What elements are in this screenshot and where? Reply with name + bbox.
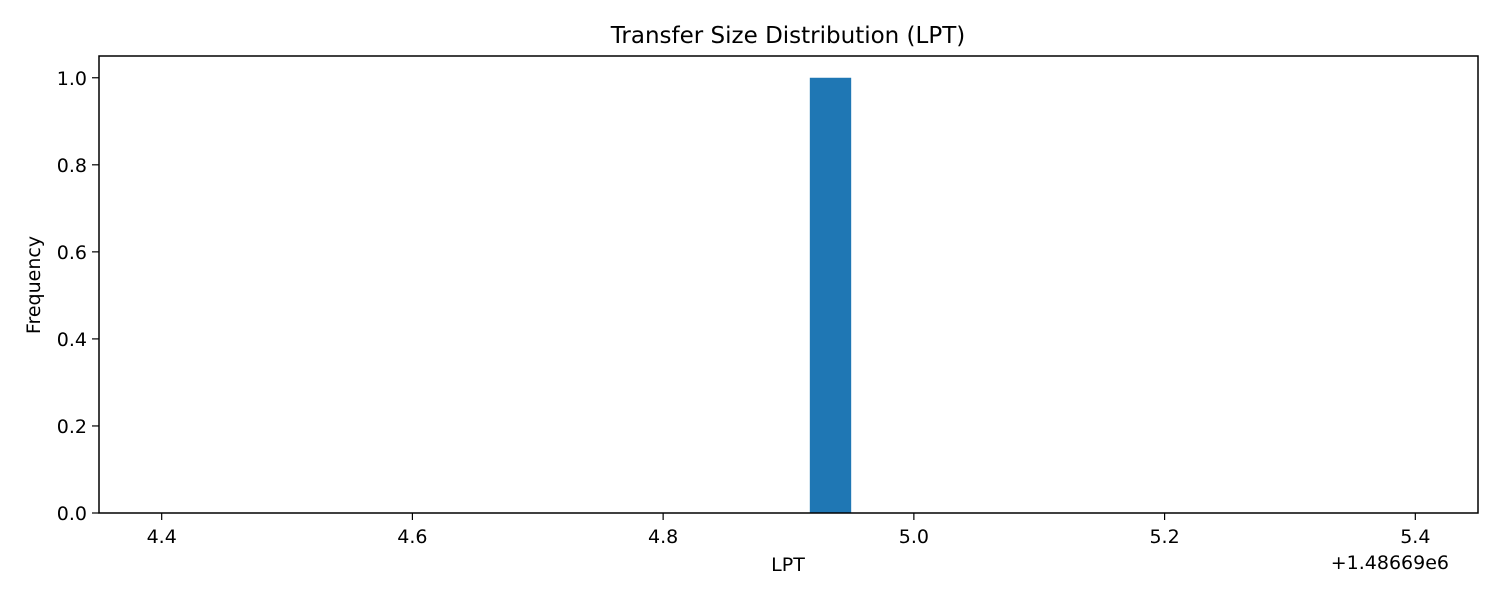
plot-frame [98, 55, 1479, 514]
y-ticks-group: 0.0 0.2 0.4 0.6 0.8 1.0 [57, 68, 99, 525]
y-tick-label: 0.4 [57, 329, 87, 351]
x-tick-label: 5.2 [1149, 526, 1179, 548]
x-tick-label: 4.4 [147, 526, 177, 548]
x-tick-label: 5.4 [1400, 526, 1430, 548]
bars-group [809, 77, 852, 513]
x-tick-label: 4.8 [648, 526, 678, 548]
x-tick-label: 5.0 [899, 526, 929, 548]
x-ticks-group: 4.4 4.6 4.8 5.0 5.2 5.4 [147, 513, 1430, 548]
y-tick-label: 0.8 [57, 155, 87, 177]
y-tick-label: 0.0 [57, 503, 87, 525]
x-tick-label: 4.6 [397, 526, 427, 548]
y-tick-label: 1.0 [57, 68, 87, 90]
chart-title: Transfer Size Distribution (LPT) [610, 23, 966, 49]
x-axis-label: LPT [771, 554, 805, 576]
y-axis-label: Frequency [23, 236, 45, 334]
y-tick-label: 0.6 [57, 242, 87, 264]
histogram-bar [809, 77, 852, 513]
x-axis-offset-label: +1.48669e6 [1331, 552, 1449, 574]
y-tick-label: 0.2 [57, 416, 87, 438]
